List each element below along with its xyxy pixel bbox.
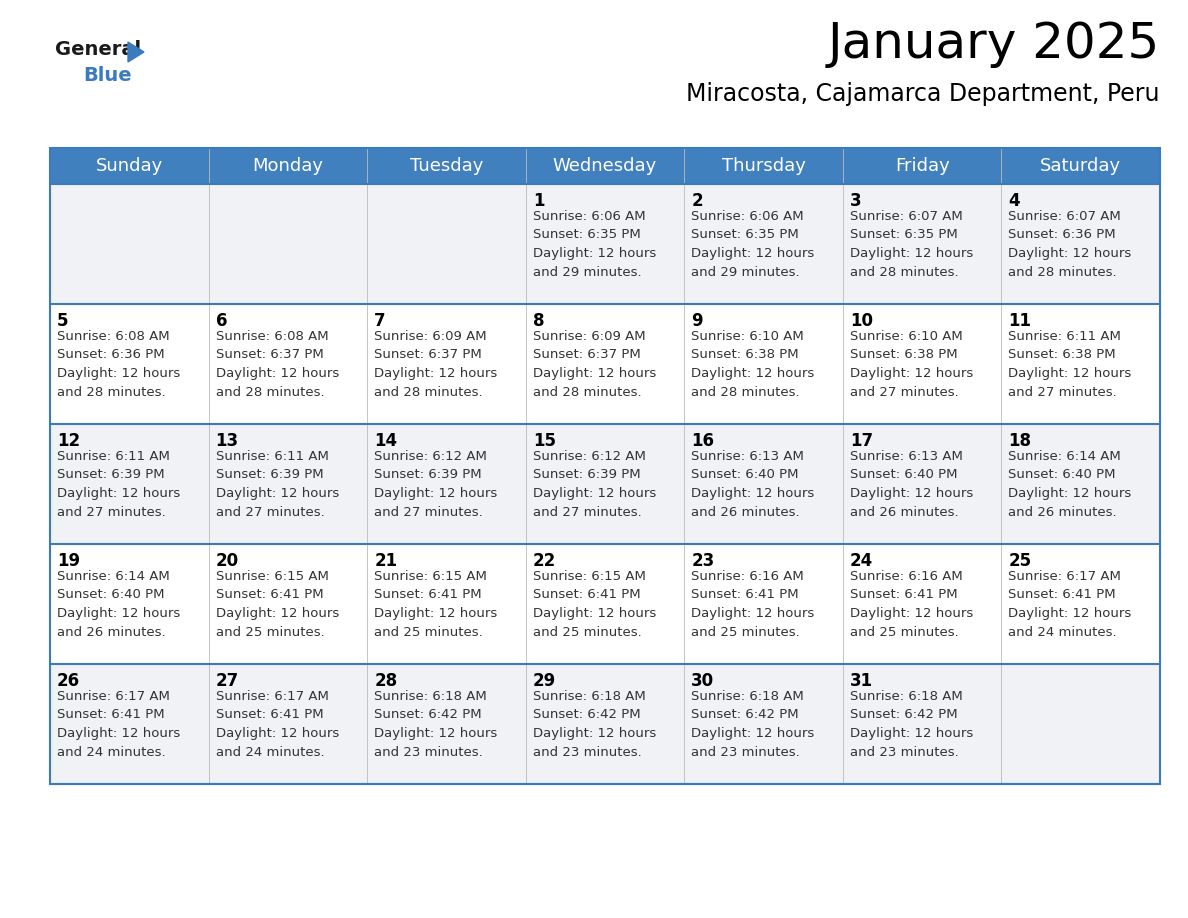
Text: Sunrise: 6:11 AM
Sunset: 6:39 PM
Daylight: 12 hours
and 27 minutes.: Sunrise: 6:11 AM Sunset: 6:39 PM Dayligh… <box>215 450 339 519</box>
Text: 9: 9 <box>691 312 703 330</box>
Text: Tuesday: Tuesday <box>410 157 484 175</box>
Text: Sunrise: 6:10 AM
Sunset: 6:38 PM
Daylight: 12 hours
and 27 minutes.: Sunrise: 6:10 AM Sunset: 6:38 PM Dayligh… <box>849 330 973 398</box>
Text: 19: 19 <box>57 552 80 570</box>
Text: 13: 13 <box>215 432 239 450</box>
Text: Sunday: Sunday <box>96 157 163 175</box>
Text: Sunrise: 6:13 AM
Sunset: 6:40 PM
Daylight: 12 hours
and 26 minutes.: Sunrise: 6:13 AM Sunset: 6:40 PM Dayligh… <box>691 450 815 519</box>
Text: 8: 8 <box>532 312 544 330</box>
Text: 6: 6 <box>215 312 227 330</box>
Text: 20: 20 <box>215 552 239 570</box>
Polygon shape <box>128 42 144 62</box>
Text: General: General <box>55 40 141 59</box>
Text: 10: 10 <box>849 312 873 330</box>
Text: Sunrise: 6:10 AM
Sunset: 6:38 PM
Daylight: 12 hours
and 28 minutes.: Sunrise: 6:10 AM Sunset: 6:38 PM Dayligh… <box>691 330 815 398</box>
Text: Wednesday: Wednesday <box>552 157 657 175</box>
Text: 31: 31 <box>849 672 873 690</box>
Bar <box>50 184 1159 304</box>
Text: Sunrise: 6:06 AM
Sunset: 6:35 PM
Daylight: 12 hours
and 29 minutes.: Sunrise: 6:06 AM Sunset: 6:35 PM Dayligh… <box>691 210 815 278</box>
Text: 27: 27 <box>215 672 239 690</box>
Text: Sunrise: 6:06 AM
Sunset: 6:35 PM
Daylight: 12 hours
and 29 minutes.: Sunrise: 6:06 AM Sunset: 6:35 PM Dayligh… <box>532 210 656 278</box>
Text: 22: 22 <box>532 552 556 570</box>
Text: Sunrise: 6:08 AM
Sunset: 6:36 PM
Daylight: 12 hours
and 28 minutes.: Sunrise: 6:08 AM Sunset: 6:36 PM Dayligh… <box>57 330 181 398</box>
Text: Sunrise: 6:13 AM
Sunset: 6:40 PM
Daylight: 12 hours
and 26 minutes.: Sunrise: 6:13 AM Sunset: 6:40 PM Dayligh… <box>849 450 973 519</box>
Text: Saturday: Saturday <box>1041 157 1121 175</box>
Text: 5: 5 <box>57 312 69 330</box>
Text: 16: 16 <box>691 432 714 450</box>
Text: 29: 29 <box>532 672 556 690</box>
Text: Sunrise: 6:11 AM
Sunset: 6:39 PM
Daylight: 12 hours
and 27 minutes.: Sunrise: 6:11 AM Sunset: 6:39 PM Dayligh… <box>57 450 181 519</box>
Text: Sunrise: 6:12 AM
Sunset: 6:39 PM
Daylight: 12 hours
and 27 minutes.: Sunrise: 6:12 AM Sunset: 6:39 PM Dayligh… <box>532 450 656 519</box>
Text: 11: 11 <box>1009 312 1031 330</box>
Text: 28: 28 <box>374 672 397 690</box>
Bar <box>50 304 1159 424</box>
Text: 7: 7 <box>374 312 386 330</box>
Text: Sunrise: 6:16 AM
Sunset: 6:41 PM
Daylight: 12 hours
and 25 minutes.: Sunrise: 6:16 AM Sunset: 6:41 PM Dayligh… <box>691 570 815 639</box>
Text: Sunrise: 6:17 AM
Sunset: 6:41 PM
Daylight: 12 hours
and 24 minutes.: Sunrise: 6:17 AM Sunset: 6:41 PM Dayligh… <box>215 690 339 758</box>
Text: Miracosta, Cajamarca Department, Peru: Miracosta, Cajamarca Department, Peru <box>687 82 1159 106</box>
Text: Sunrise: 6:15 AM
Sunset: 6:41 PM
Daylight: 12 hours
and 25 minutes.: Sunrise: 6:15 AM Sunset: 6:41 PM Dayligh… <box>215 570 339 639</box>
Text: Sunrise: 6:18 AM
Sunset: 6:42 PM
Daylight: 12 hours
and 23 minutes.: Sunrise: 6:18 AM Sunset: 6:42 PM Dayligh… <box>374 690 498 758</box>
Text: Sunrise: 6:18 AM
Sunset: 6:42 PM
Daylight: 12 hours
and 23 minutes.: Sunrise: 6:18 AM Sunset: 6:42 PM Dayligh… <box>849 690 973 758</box>
Text: Sunrise: 6:15 AM
Sunset: 6:41 PM
Daylight: 12 hours
and 25 minutes.: Sunrise: 6:15 AM Sunset: 6:41 PM Dayligh… <box>532 570 656 639</box>
Text: 18: 18 <box>1009 432 1031 450</box>
Text: Blue: Blue <box>83 66 132 85</box>
Bar <box>50 544 1159 664</box>
Text: 17: 17 <box>849 432 873 450</box>
Text: Monday: Monday <box>252 157 323 175</box>
Text: 2: 2 <box>691 192 703 210</box>
Text: Sunrise: 6:18 AM
Sunset: 6:42 PM
Daylight: 12 hours
and 23 minutes.: Sunrise: 6:18 AM Sunset: 6:42 PM Dayligh… <box>532 690 656 758</box>
Text: Sunrise: 6:14 AM
Sunset: 6:40 PM
Daylight: 12 hours
and 26 minutes.: Sunrise: 6:14 AM Sunset: 6:40 PM Dayligh… <box>1009 450 1132 519</box>
Text: Sunrise: 6:08 AM
Sunset: 6:37 PM
Daylight: 12 hours
and 28 minutes.: Sunrise: 6:08 AM Sunset: 6:37 PM Dayligh… <box>215 330 339 398</box>
Text: Sunrise: 6:15 AM
Sunset: 6:41 PM
Daylight: 12 hours
and 25 minutes.: Sunrise: 6:15 AM Sunset: 6:41 PM Dayligh… <box>374 570 498 639</box>
Bar <box>50 424 1159 544</box>
Text: 1: 1 <box>532 192 544 210</box>
Text: 21: 21 <box>374 552 397 570</box>
Text: January 2025: January 2025 <box>828 20 1159 68</box>
Bar <box>50 664 1159 784</box>
Text: Sunrise: 6:14 AM
Sunset: 6:40 PM
Daylight: 12 hours
and 26 minutes.: Sunrise: 6:14 AM Sunset: 6:40 PM Dayligh… <box>57 570 181 639</box>
Text: Sunrise: 6:11 AM
Sunset: 6:38 PM
Daylight: 12 hours
and 27 minutes.: Sunrise: 6:11 AM Sunset: 6:38 PM Dayligh… <box>1009 330 1132 398</box>
Bar <box>50 148 1159 184</box>
Text: Friday: Friday <box>895 157 949 175</box>
Text: Sunrise: 6:18 AM
Sunset: 6:42 PM
Daylight: 12 hours
and 23 minutes.: Sunrise: 6:18 AM Sunset: 6:42 PM Dayligh… <box>691 690 815 758</box>
Text: 15: 15 <box>532 432 556 450</box>
Text: 24: 24 <box>849 552 873 570</box>
Text: 23: 23 <box>691 552 714 570</box>
Text: Sunrise: 6:16 AM
Sunset: 6:41 PM
Daylight: 12 hours
and 25 minutes.: Sunrise: 6:16 AM Sunset: 6:41 PM Dayligh… <box>849 570 973 639</box>
Text: Sunrise: 6:09 AM
Sunset: 6:37 PM
Daylight: 12 hours
and 28 minutes.: Sunrise: 6:09 AM Sunset: 6:37 PM Dayligh… <box>374 330 498 398</box>
Text: Sunrise: 6:09 AM
Sunset: 6:37 PM
Daylight: 12 hours
and 28 minutes.: Sunrise: 6:09 AM Sunset: 6:37 PM Dayligh… <box>532 330 656 398</box>
Text: Sunrise: 6:17 AM
Sunset: 6:41 PM
Daylight: 12 hours
and 24 minutes.: Sunrise: 6:17 AM Sunset: 6:41 PM Dayligh… <box>57 690 181 758</box>
Bar <box>50 148 1159 784</box>
Text: Sunrise: 6:07 AM
Sunset: 6:35 PM
Daylight: 12 hours
and 28 minutes.: Sunrise: 6:07 AM Sunset: 6:35 PM Dayligh… <box>849 210 973 278</box>
Text: Sunrise: 6:17 AM
Sunset: 6:41 PM
Daylight: 12 hours
and 24 minutes.: Sunrise: 6:17 AM Sunset: 6:41 PM Dayligh… <box>1009 570 1132 639</box>
Text: 26: 26 <box>57 672 80 690</box>
Text: Sunrise: 6:07 AM
Sunset: 6:36 PM
Daylight: 12 hours
and 28 minutes.: Sunrise: 6:07 AM Sunset: 6:36 PM Dayligh… <box>1009 210 1132 278</box>
Text: 25: 25 <box>1009 552 1031 570</box>
Text: 30: 30 <box>691 672 714 690</box>
Text: 14: 14 <box>374 432 397 450</box>
Text: Sunrise: 6:12 AM
Sunset: 6:39 PM
Daylight: 12 hours
and 27 minutes.: Sunrise: 6:12 AM Sunset: 6:39 PM Dayligh… <box>374 450 498 519</box>
Text: Thursday: Thursday <box>721 157 805 175</box>
Text: 12: 12 <box>57 432 80 450</box>
Text: 3: 3 <box>849 192 861 210</box>
Text: 4: 4 <box>1009 192 1020 210</box>
